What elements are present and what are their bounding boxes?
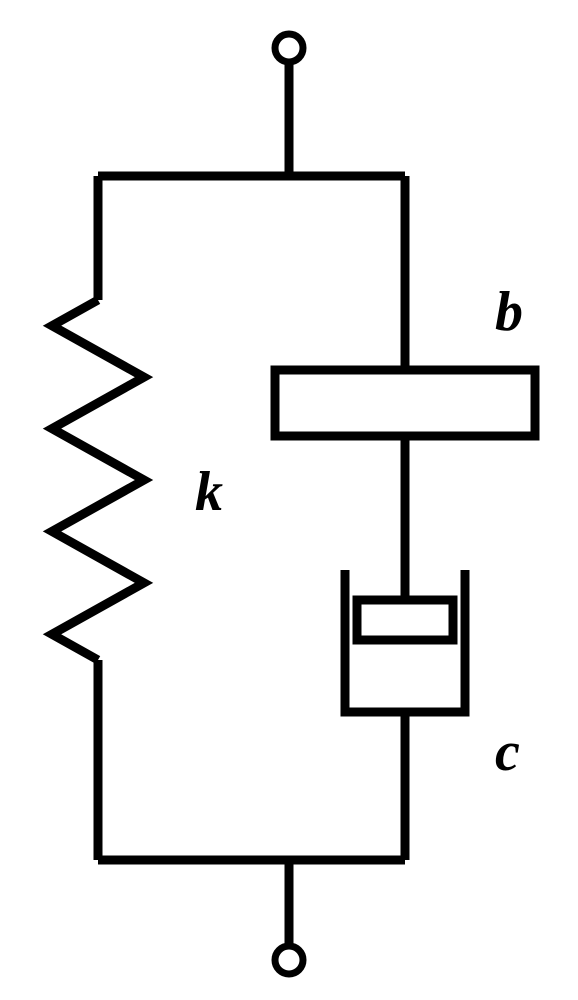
bottom-terminal <box>275 946 303 974</box>
label-k: k <box>195 461 223 523</box>
top-terminal <box>275 34 303 62</box>
spring <box>52 300 144 660</box>
inerter <box>275 370 535 436</box>
label-b: b <box>495 281 523 343</box>
mechanical-network-diagram: k b c <box>0 0 578 1000</box>
label-c: c <box>495 721 520 783</box>
damper-piston <box>357 600 453 640</box>
